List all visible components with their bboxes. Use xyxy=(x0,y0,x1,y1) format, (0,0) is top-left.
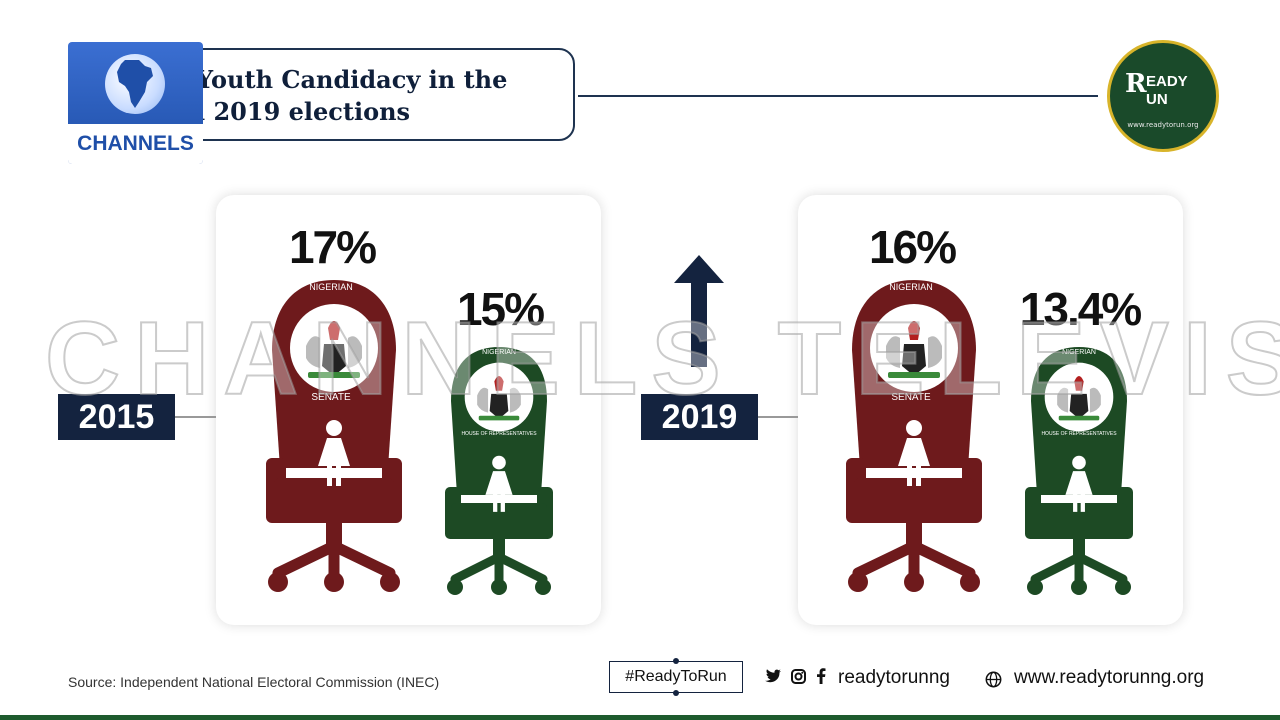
senate-2015-label-top: NIGERIAN xyxy=(309,282,353,292)
title-divider xyxy=(578,95,1098,97)
title-line1: Youth Candidacy in the xyxy=(196,65,508,94)
house-chair-2015-icon xyxy=(445,347,553,595)
hashtag-dot xyxy=(673,658,679,664)
ready-to-run-logo: R EADY UN www.readytorun.org xyxy=(1107,40,1219,152)
senate-2015-percent: 17% xyxy=(288,221,377,273)
house-2019-percent: 13.4% xyxy=(1019,283,1142,335)
house-2019-label-bottom: HOUSE OF REPRESENTATIVES xyxy=(1041,431,1117,437)
senate-2015-label-bottom: SENATE xyxy=(311,392,351,403)
twitter-icon[interactable] xyxy=(765,669,781,683)
senate-chair-2015-icon xyxy=(266,280,402,592)
ready-logo-letter: R xyxy=(1125,69,1147,99)
senate-2019-percent: 16% xyxy=(868,221,957,273)
house-chair-2019-icon xyxy=(1025,347,1133,595)
arrow-up-icon xyxy=(674,255,724,367)
year-badge-2015: 2015 xyxy=(58,394,175,440)
globe-icon xyxy=(985,671,1002,688)
instagram-icon[interactable] xyxy=(791,668,807,684)
house-2015-label-bottom: HOUSE OF REPRESENTATIVES xyxy=(461,431,537,437)
connector-line xyxy=(175,416,216,418)
channels-logo: CHANNELS xyxy=(68,42,203,164)
senate-chair-2019-icon xyxy=(846,280,982,592)
hashtag-dot xyxy=(673,690,679,696)
house-2019-label-top: NIGERIAN xyxy=(1062,349,1096,356)
social-icons xyxy=(765,667,826,685)
website-link[interactable]: www.readytorunng.org xyxy=(1014,667,1205,688)
source-text: Source: Independent National Electoral C… xyxy=(68,674,440,690)
title-box xyxy=(140,48,575,141)
page-title: Youth Candidacy in the l 2019 elections xyxy=(196,64,507,128)
channels-logo-text: CHANNELS xyxy=(68,124,203,164)
year-badge-2019: 2019 xyxy=(641,394,758,440)
senate-2019-label-bottom: SENATE xyxy=(891,392,931,403)
connector-line xyxy=(758,416,798,418)
facebook-icon[interactable] xyxy=(816,668,826,685)
africa-icon xyxy=(117,60,153,108)
ready-logo-url: www.readytorun.org xyxy=(1127,121,1199,129)
ready-logo-word1: EADY xyxy=(1146,73,1188,90)
house-2015-label-top: NIGERIAN xyxy=(482,349,516,356)
senate-2019-label-top: NIGERIAN xyxy=(889,282,933,292)
social-handle[interactable]: readytorunng xyxy=(838,667,950,688)
bottom-accent-bar xyxy=(0,715,1280,720)
house-2015-percent: 15% xyxy=(456,283,545,335)
title-line2: l 2019 elections xyxy=(196,97,411,126)
hashtag-text: #ReadyToRun xyxy=(625,668,727,685)
ready-logo-word2: UN xyxy=(1146,91,1168,108)
hashtag-box: #ReadyToRun xyxy=(609,658,743,696)
